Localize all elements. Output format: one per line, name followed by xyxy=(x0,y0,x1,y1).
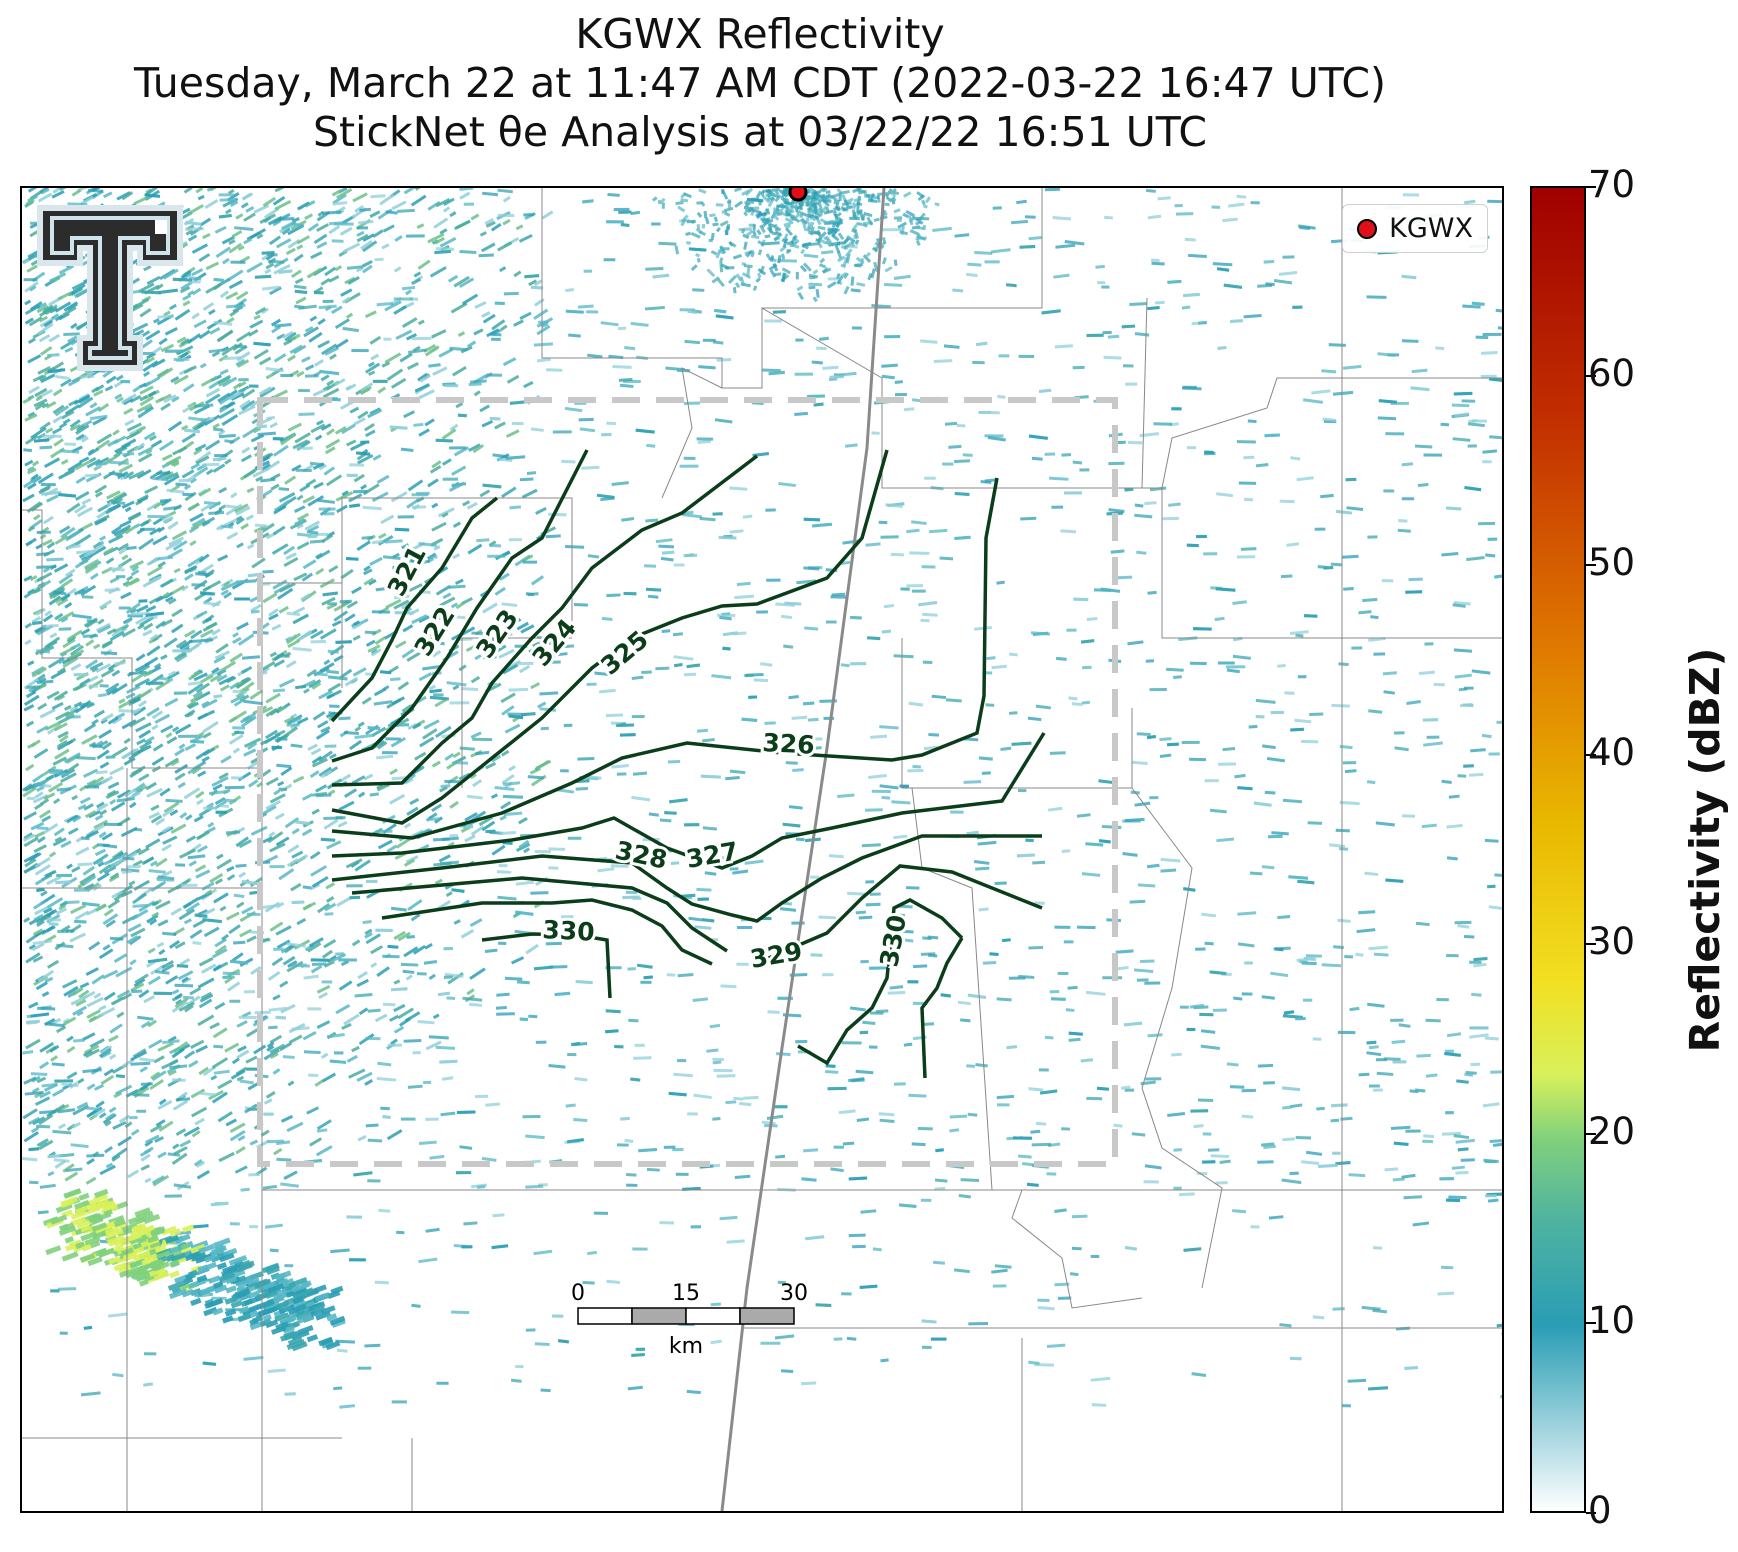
cb-tick-10: 10 xyxy=(1588,1299,1636,1342)
county-boundaries xyxy=(22,188,1502,1511)
analysis-domain-box xyxy=(257,397,1118,1167)
cb-tickmark-70 xyxy=(1586,186,1596,188)
contour-label-324: 324 xyxy=(526,613,582,672)
cb-tickmark-60 xyxy=(1586,375,1596,377)
title-line-1: KGWX Reflectivity xyxy=(575,10,945,58)
map-legend: KGWX xyxy=(1342,204,1488,253)
radar-map[interactable]: 321 322 323 324 325 326 327 328 329 330 … xyxy=(20,186,1504,1513)
scale-tick-15: 15 xyxy=(672,1281,700,1306)
contour-label-326: 326 xyxy=(762,728,816,760)
contour-label-330-right: 330 xyxy=(874,913,912,969)
cb-tick-30: 30 xyxy=(1588,920,1636,963)
cb-tick-50: 50 xyxy=(1588,541,1636,584)
contour-label-330-left: 330 xyxy=(542,915,596,947)
cb-tickmark-30 xyxy=(1586,943,1596,945)
cb-tick-20: 20 xyxy=(1588,1110,1636,1153)
kgwx-radar-site[interactable] xyxy=(788,188,808,202)
theta-e-contours xyxy=(330,449,1046,1079)
texas-tech-logo xyxy=(37,205,183,371)
scale-unit: km xyxy=(669,1334,703,1359)
cb-tick-0: 0 xyxy=(1588,1489,1612,1532)
cb-tickmark-50 xyxy=(1586,564,1596,566)
map-svg: 321 322 323 324 325 326 327 328 329 330 … xyxy=(22,188,1502,1511)
scale-tick-30: 30 xyxy=(780,1281,808,1306)
cb-tick-70: 70 xyxy=(1588,163,1636,206)
contour-label-328: 328 xyxy=(613,836,670,875)
contour-label-329: 329 xyxy=(748,936,804,974)
cb-tick-60: 60 xyxy=(1588,352,1636,395)
title-line-2: Tuesday, March 22 at 11:47 AM CDT (2022-… xyxy=(133,59,1386,107)
cb-tickmark-0 xyxy=(1586,1512,1596,1514)
cb-tick-40: 40 xyxy=(1588,731,1636,774)
title-line-3: StickNet θe Analysis at 03/22/22 16:51 U… xyxy=(313,108,1207,156)
cb-tickmark-20 xyxy=(1586,1133,1596,1135)
cb-tickmark-10 xyxy=(1586,1322,1596,1324)
scale-tick-0: 0 xyxy=(571,1281,585,1306)
figure-title: KGWX Reflectivity Tuesday, March 22 at 1… xyxy=(0,10,1520,157)
colorbar-label: Reflectivity (dBZ) xyxy=(1681,647,1729,1053)
highway-line xyxy=(720,188,886,1511)
scale-bar: 0 15 30 km xyxy=(571,1281,808,1359)
legend-label: KGWX xyxy=(1389,213,1473,244)
cb-tickmark-40 xyxy=(1586,754,1596,756)
colorbar xyxy=(1530,186,1586,1513)
reflectivity-echoes xyxy=(22,188,1502,1409)
radar-site-marker-icon xyxy=(1357,218,1378,239)
